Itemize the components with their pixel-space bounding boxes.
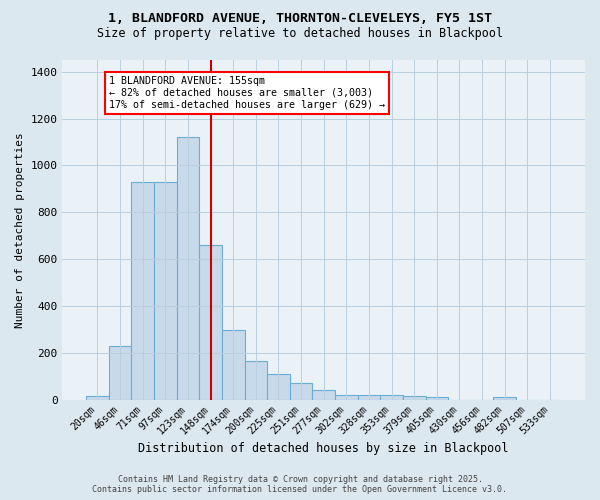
Bar	[403, 396, 425, 400]
Bar	[109, 346, 131, 400]
Bar	[199, 245, 222, 400]
Bar	[493, 397, 516, 400]
Y-axis label: Number of detached properties: Number of detached properties	[15, 132, 25, 328]
Bar	[290, 383, 313, 400]
Bar	[358, 395, 380, 400]
Bar	[154, 182, 176, 400]
Bar	[176, 138, 199, 400]
Bar	[86, 396, 109, 400]
Bar	[245, 362, 267, 400]
Text: Contains HM Land Registry data © Crown copyright and database right 2025.
Contai: Contains HM Land Registry data © Crown c…	[92, 474, 508, 494]
Bar	[267, 374, 290, 400]
Bar	[335, 395, 358, 400]
Text: 1 BLANDFORD AVENUE: 155sqm
← 82% of detached houses are smaller (3,003)
17% of s: 1 BLANDFORD AVENUE: 155sqm ← 82% of deta…	[109, 76, 385, 110]
Text: Size of property relative to detached houses in Blackpool: Size of property relative to detached ho…	[97, 28, 503, 40]
Bar	[313, 390, 335, 400]
Bar	[131, 182, 154, 400]
Bar	[425, 397, 448, 400]
Bar	[222, 330, 245, 400]
X-axis label: Distribution of detached houses by size in Blackpool: Distribution of detached houses by size …	[139, 442, 509, 455]
Text: 1, BLANDFORD AVENUE, THORNTON-CLEVELEYS, FY5 1ST: 1, BLANDFORD AVENUE, THORNTON-CLEVELEYS,…	[108, 12, 492, 26]
Bar	[380, 395, 403, 400]
